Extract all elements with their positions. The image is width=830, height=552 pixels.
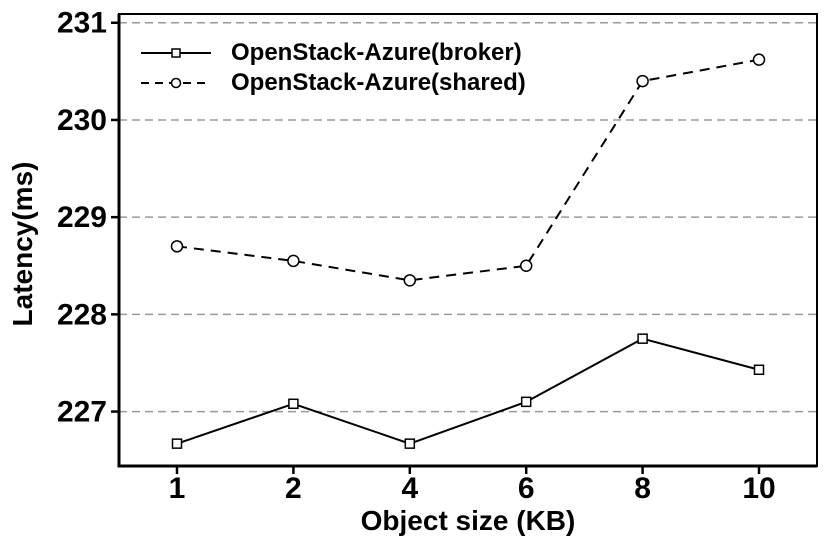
marker-square-s0-p1 <box>288 398 299 410</box>
legend: OpenStack-Azure(broker) OpenStack-Azure(s… <box>140 38 526 98</box>
series-line-1 <box>176 58 760 282</box>
x-tick-label: 1 <box>169 472 186 505</box>
marker-square-s0-p4 <box>637 333 648 344</box>
legend-item-1: OpenStack-Azure(shared) <box>140 68 526 98</box>
marker-square-s0-p0 <box>171 438 183 449</box>
legend-marker-circle <box>170 77 182 89</box>
legend-label: OpenStack-Azure(shared) <box>231 69 526 96</box>
x-axis-title: Object size (KB) <box>360 505 576 536</box>
x-tick-label: 4 <box>401 472 418 505</box>
marker-square-s0-p5 <box>753 364 765 376</box>
y-tick-label: 227 <box>57 396 107 429</box>
x-tick-label: 6 <box>518 472 535 505</box>
x-tick-label: 8 <box>634 472 651 505</box>
y-axis-title: Latency(ms) <box>7 161 38 327</box>
marker-circle-s1-p0 <box>170 240 184 253</box>
legend-sample-dashed-circle <box>141 77 211 89</box>
y-tick-label: 230 <box>57 104 107 137</box>
marker-circle-s1-p1 <box>287 254 300 268</box>
y-tick-label: 231 <box>57 7 107 40</box>
marker-circle-s1-p2 <box>403 274 417 287</box>
marker-circle-s1-p4 <box>636 74 649 88</box>
marker-circle-s1-p3 <box>519 259 533 273</box>
series-line-0 <box>176 337 760 445</box>
legend-marker-square <box>171 48 181 58</box>
marker-square-s0-p3 <box>520 396 532 408</box>
legend-sample-solid-square <box>141 48 211 58</box>
marker-square-s0-p2 <box>404 438 416 449</box>
legend-label: OpenStack-Azure(broker) <box>231 39 522 66</box>
marker-circle-s1-p5 <box>752 53 766 66</box>
legend-item-0: OpenStack-Azure(broker) <box>140 38 526 68</box>
y-tick-label: 228 <box>57 298 107 331</box>
x-tick-label: 2 <box>285 472 302 505</box>
y-tick-label: 229 <box>57 201 107 234</box>
x-tick-label: 10 <box>742 472 775 505</box>
